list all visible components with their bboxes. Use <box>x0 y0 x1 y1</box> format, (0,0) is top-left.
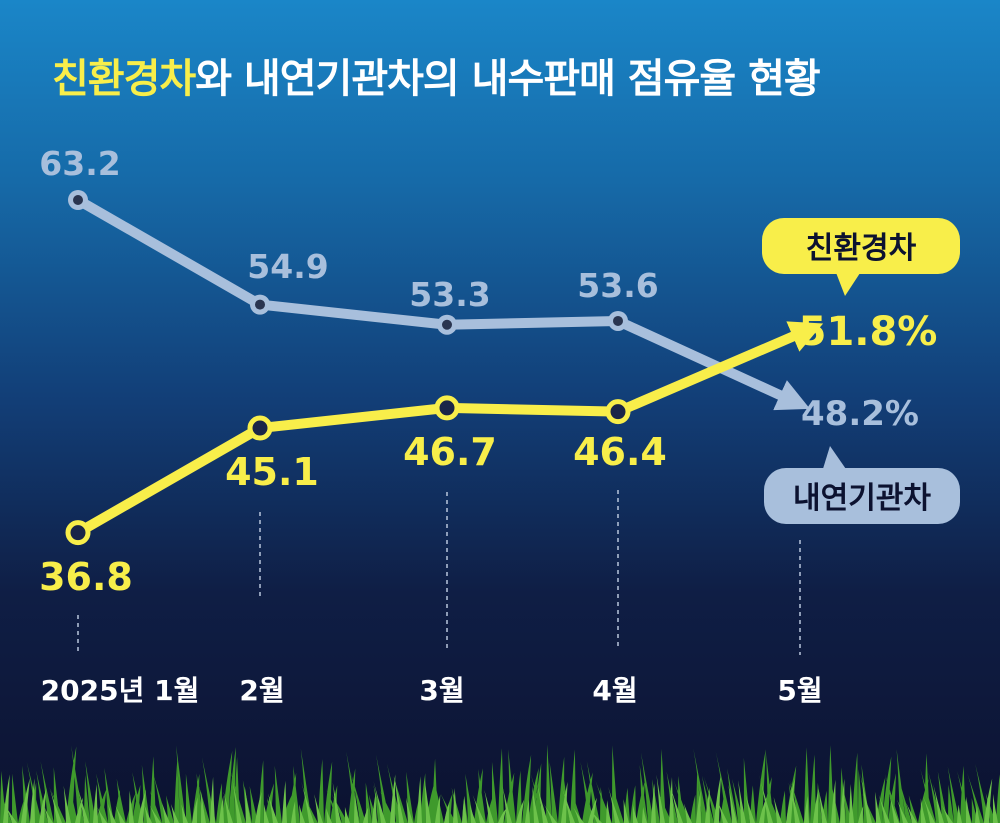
data-points <box>65 190 631 546</box>
callout-eco-bubble <box>762 218 960 274</box>
data-labels: 63.2 36.8 54.9 45.1 53.3 46.7 53.6 46.4 48.2% 51.… <box>39 144 937 599</box>
data-label-eco: 46.4 <box>573 430 667 474</box>
data-point-combustion-core <box>613 315 623 326</box>
data-label-combustion: 48.2% <box>801 394 919 434</box>
callout-combustion-tail <box>822 446 848 472</box>
data-point-combustion-core <box>442 319 452 330</box>
data-point-eco <box>434 395 460 421</box>
data-label-combustion: 63.2 <box>39 144 120 183</box>
chart-title: 친환경차와 내연기관차의 내수판매 점유율 현황 <box>52 46 821 104</box>
data-point-eco <box>247 415 273 441</box>
callout-combustion-bubble <box>764 468 960 524</box>
x-axis-tick-labels: 2025년 1월 2월 3월 4월 5월 <box>41 674 823 707</box>
callout-eco-tail <box>835 270 862 296</box>
x-tick-label: 3월 <box>419 674 464 707</box>
callout-combustion-label: 내연기관차 <box>793 481 931 516</box>
x-tick-label: 5월 <box>777 674 822 707</box>
x-tick-label: 2025년 1월 <box>41 674 200 707</box>
data-point-eco <box>605 399 631 425</box>
x-tick-label: 4월 <box>592 674 637 707</box>
data-label-combustion: 53.3 <box>409 275 490 314</box>
data-label-eco: 36.8 <box>39 555 133 599</box>
data-point-combustion-core <box>73 195 83 205</box>
data-label-eco: 45.1 <box>225 450 319 494</box>
x-tick-label: 2월 <box>239 674 284 707</box>
data-label-combustion: 54.9 <box>247 247 328 286</box>
guide-lines <box>77 490 801 655</box>
data-label-eco: 46.7 <box>403 430 497 474</box>
data-label-eco: 51.8% <box>799 309 938 355</box>
grass-blades <box>0 744 1000 823</box>
chart-title-highlight: 친환경차 <box>52 56 196 102</box>
grass-decoration <box>0 744 1000 823</box>
data-point-combustion-core <box>255 299 265 310</box>
grass-blades-light <box>3 773 998 823</box>
data-label-combustion: 53.6 <box>577 266 658 305</box>
callout-eco-label: 친환경차 <box>806 231 917 266</box>
chart-title-rest: 와 내연기관차의 내수판매 점유율 현황 <box>195 56 821 102</box>
data-point-eco <box>65 520 91 546</box>
series-lines <box>75 195 824 537</box>
